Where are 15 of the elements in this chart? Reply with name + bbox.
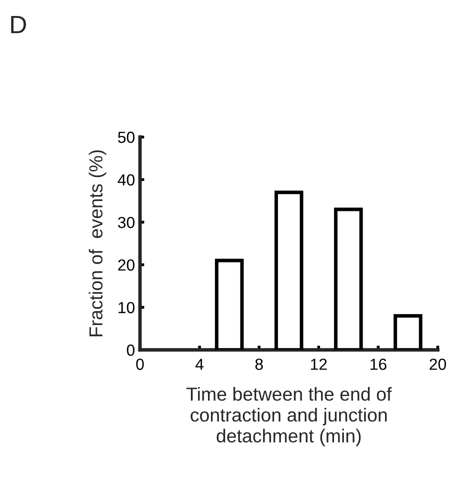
x-tick-label: 0 (136, 358, 144, 370)
y-tick-label: 20 (118, 259, 135, 271)
chart-title: D (11, 16, 26, 34)
x-tick-label: 12 (310, 358, 327, 370)
y-axis-title: Fraction of events (%) (88, 150, 106, 336)
y-tick-label: 10 (118, 302, 135, 314)
y-tick-label: 50 (118, 132, 135, 143)
y-tick-label: 30 (118, 216, 135, 228)
y-tick-label: 40 (118, 174, 135, 186)
x-tick-label: 8 (255, 358, 263, 370)
x-tick-label: 4 (195, 358, 204, 370)
x-tick-label: 16 (370, 358, 386, 370)
y-tick-label: 0 (126, 344, 135, 356)
x-axis-title: Time between the end of contraction and junction detachment (min) (186, 387, 392, 446)
x-tick-label: 20 (430, 358, 446, 370)
